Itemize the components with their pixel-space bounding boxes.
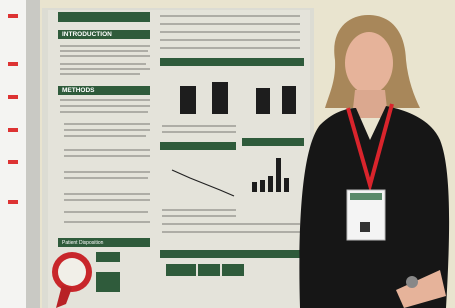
face	[345, 32, 393, 94]
heading: Patient Disposition	[62, 240, 104, 246]
rosette-center	[58, 258, 86, 286]
badge-qr	[360, 222, 370, 232]
heading: METHODS	[62, 87, 95, 94]
board-edge	[26, 0, 40, 308]
badge-header	[350, 193, 382, 200]
watch	[406, 276, 418, 288]
photo: INTRODUCTION METHODS Patient Disposition	[0, 0, 455, 308]
heading: INTRODUCTION	[62, 31, 112, 38]
